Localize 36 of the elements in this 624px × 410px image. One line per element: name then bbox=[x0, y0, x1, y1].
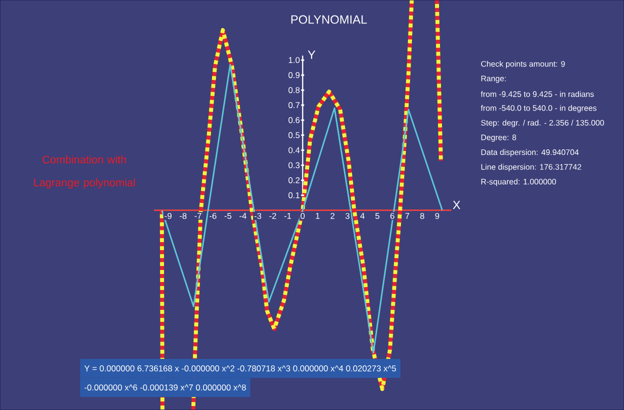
y-tick-label: 0.3 bbox=[288, 162, 300, 168]
y-tick-label: 0.6 bbox=[288, 117, 300, 124]
x-tick-label: 0 bbox=[300, 212, 305, 219]
y-tick-label: 0.9 bbox=[288, 72, 300, 78]
x-tick-label: -3 bbox=[254, 212, 262, 219]
text: POLYNOMIAL bbox=[291, 15, 367, 24]
x-tick-label: -2 bbox=[269, 212, 276, 219]
y-tick-label: 0.2 bbox=[288, 177, 300, 184]
x-tick-label: 7 bbox=[405, 212, 410, 219]
x-tick-label: 5 bbox=[375, 212, 380, 219]
y-tick-label: 0.7 bbox=[288, 102, 300, 108]
y-tick-label: 0.1 bbox=[288, 192, 300, 198]
y-tick-label: 0.5 bbox=[288, 132, 300, 138]
x-tick-label: 2 bbox=[330, 212, 334, 219]
x-tick-label: -6 bbox=[210, 212, 216, 219]
y-tick-label: 0.4 bbox=[288, 147, 300, 154]
y-tick-label: 1.0 bbox=[288, 57, 300, 64]
x-tick-label: -5 bbox=[224, 212, 232, 219]
x-tick-label: 3 bbox=[345, 212, 350, 219]
x-tick-label: 4 bbox=[360, 212, 365, 219]
x-tick-label: -4 bbox=[239, 212, 246, 219]
annotation: Y = 0.000000 6.736168 x -0.000000 x^2 -0.780718 x^3 0.000000 x^4 0.020273 x^5 bbox=[84, 365, 396, 372]
x-tick-label: -8 bbox=[180, 212, 186, 219]
x-tick-label: -1 bbox=[284, 212, 292, 219]
x-tick-label: 6 bbox=[390, 212, 394, 219]
y-axis-title: Y bbox=[308, 50, 316, 59]
x-tick-label: 8 bbox=[420, 212, 424, 219]
line-series bbox=[161, 64, 444, 354]
x-tick-label: -9 bbox=[164, 212, 172, 219]
x-tick-label: -7 bbox=[194, 212, 202, 219]
x-tick-label: 1 bbox=[316, 212, 320, 219]
x-tick-label: 9 bbox=[435, 212, 440, 219]
y-tick-label: 0.8 bbox=[288, 87, 300, 94]
text: Combination with Lagrange polynomial bbox=[34, 155, 135, 189]
x-axis-title: X bbox=[452, 200, 460, 210]
annotation: -0.000000 x^6 -0.000139 x^7 0.000000 x^8 bbox=[84, 384, 246, 390]
